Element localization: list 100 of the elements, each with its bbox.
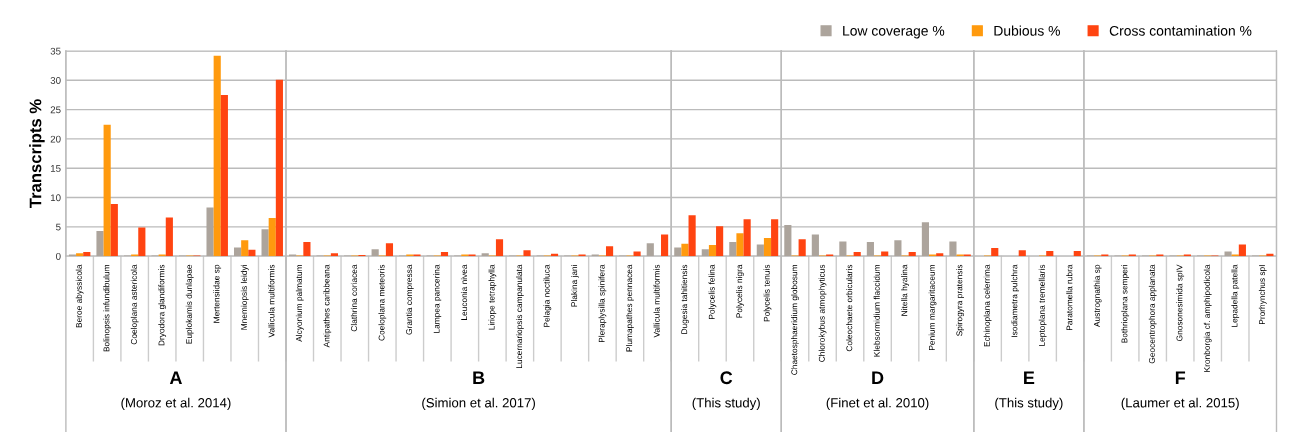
bar xyxy=(206,207,214,257)
x-tick-label: Antipathes caribbeana xyxy=(323,264,332,348)
bar xyxy=(784,225,792,257)
bar xyxy=(908,252,916,257)
x-tick-label: Vallicula multiformis xyxy=(653,264,660,338)
bar xyxy=(165,217,173,257)
bar xyxy=(921,222,929,257)
bar xyxy=(661,234,669,257)
x-tick-label: Chlorokybus atmophyticus xyxy=(818,264,827,362)
bar xyxy=(1224,251,1232,257)
x-tick-label: Chaetosphaeridium globosum xyxy=(791,265,799,375)
bar xyxy=(936,253,944,257)
bar xyxy=(743,219,751,257)
x-tick-label: Penium margaritaceum xyxy=(928,265,937,350)
x-tick-label: Clathrina coriacea xyxy=(350,264,358,332)
text: C (This study) xyxy=(692,371,760,411)
bar xyxy=(881,251,889,257)
bar xyxy=(268,218,276,257)
x-tick-label: Lucernariopsis campanulata xyxy=(515,264,524,369)
y-tick-label: 30 xyxy=(50,77,61,84)
x-tick-label: Beroe abyssicola xyxy=(75,264,84,328)
x-tick-label: Grantia compressa xyxy=(405,264,414,335)
x-tick-label: Polycelis felina xyxy=(708,264,717,319)
x-tick-label: Lepadella patella xyxy=(1231,264,1240,327)
y-tick-label: 10 xyxy=(50,194,61,202)
x-tick-label: Isodiametra pulchra xyxy=(1011,264,1019,337)
bar xyxy=(110,204,118,257)
x-tick-label: Geocentrophora applanata xyxy=(1148,264,1157,364)
legend-label: Cross contamination % xyxy=(1109,25,1252,36)
bar xyxy=(811,234,819,257)
y-tick-label: 5 xyxy=(56,223,61,231)
bar xyxy=(688,215,696,257)
bar xyxy=(96,230,104,257)
x-tick-label: Liriope tetraphylla xyxy=(488,264,497,330)
x-tick-label: Klebsormidium flaccidum xyxy=(873,265,880,357)
bar xyxy=(1073,250,1081,257)
bar xyxy=(991,247,999,257)
legend-label: Low coverage % xyxy=(843,25,945,39)
x-tick-label: Nitella hyalina xyxy=(901,264,909,316)
bar xyxy=(275,79,283,257)
bar xyxy=(220,94,228,257)
bar xyxy=(708,245,717,257)
legend-label: Dubious % xyxy=(994,25,1060,36)
x-tick-label: Pelagia noctiluca xyxy=(543,264,552,327)
x-tick-label: Plakina jani xyxy=(571,265,579,307)
y-tick-label: 20 xyxy=(50,135,61,143)
bar xyxy=(701,249,709,257)
bar xyxy=(83,252,91,257)
bar xyxy=(839,241,847,257)
y-tick-label: 0 xyxy=(56,252,61,260)
bar xyxy=(495,239,504,257)
x-tick-label: Austrognathia sp xyxy=(1093,264,1102,328)
x-tick-label: Mertensiidae sp xyxy=(213,264,222,323)
x-tick-label: Vallicula multiformis xyxy=(268,264,275,338)
x-tick-label: Kronborgia cf. amphipodicola xyxy=(1203,264,1212,372)
y-tick-label: 35 xyxy=(50,47,61,55)
bar xyxy=(103,124,111,257)
text: E (This study) xyxy=(995,371,1063,411)
y-axis-title: Transcripts % xyxy=(29,99,45,209)
y-tick-label: 25 xyxy=(50,106,61,114)
bar xyxy=(241,240,249,257)
bar xyxy=(1018,250,1026,257)
x-tick-label: Polycelis nigra xyxy=(736,264,744,318)
text: D (Finet et al. 2010) xyxy=(826,371,929,411)
bar xyxy=(674,247,682,257)
bar xyxy=(894,240,902,257)
bar xyxy=(523,250,531,257)
bar xyxy=(481,253,489,257)
x-tick-label: Paratomella rubra xyxy=(1066,264,1073,331)
bar xyxy=(371,249,379,257)
bar xyxy=(261,229,269,257)
x-tick-label: Echinoplana celerrima xyxy=(983,264,992,347)
bar xyxy=(248,249,256,257)
x-tick-label: Prorhynchus spI xyxy=(1258,265,1267,325)
bar xyxy=(736,233,744,257)
bar xyxy=(763,238,772,257)
bar xyxy=(1238,244,1246,257)
bar xyxy=(729,242,737,257)
bar xyxy=(385,243,394,257)
bar xyxy=(716,226,724,257)
y-tick-label: 15 xyxy=(50,165,61,172)
bar xyxy=(1046,250,1054,257)
bar xyxy=(646,243,654,257)
x-tick-label: Bothrioplana semperi xyxy=(1121,265,1130,343)
bar xyxy=(213,55,221,257)
x-tick-label: Leuconia nivea xyxy=(460,264,468,320)
x-tick-label: Pleraplysilla spinifera xyxy=(598,264,607,343)
x-tick-label: Polycelis tenuis xyxy=(763,264,772,322)
bar xyxy=(949,241,957,257)
bar xyxy=(798,239,806,257)
bar xyxy=(303,242,311,257)
x-tick-label: Dugesia tahitiensis xyxy=(681,264,689,334)
bar xyxy=(866,242,874,257)
bar xyxy=(76,253,84,257)
text: B (Simion et al. 2017) xyxy=(422,371,535,411)
bar xyxy=(138,227,146,257)
bar xyxy=(633,251,641,257)
x-tick-label: Lampea pancerina xyxy=(433,264,442,333)
x-tick-label: Bolinopsis infundibulum xyxy=(103,265,112,352)
x-tick-label: Plumapathes pennacea xyxy=(626,264,634,352)
